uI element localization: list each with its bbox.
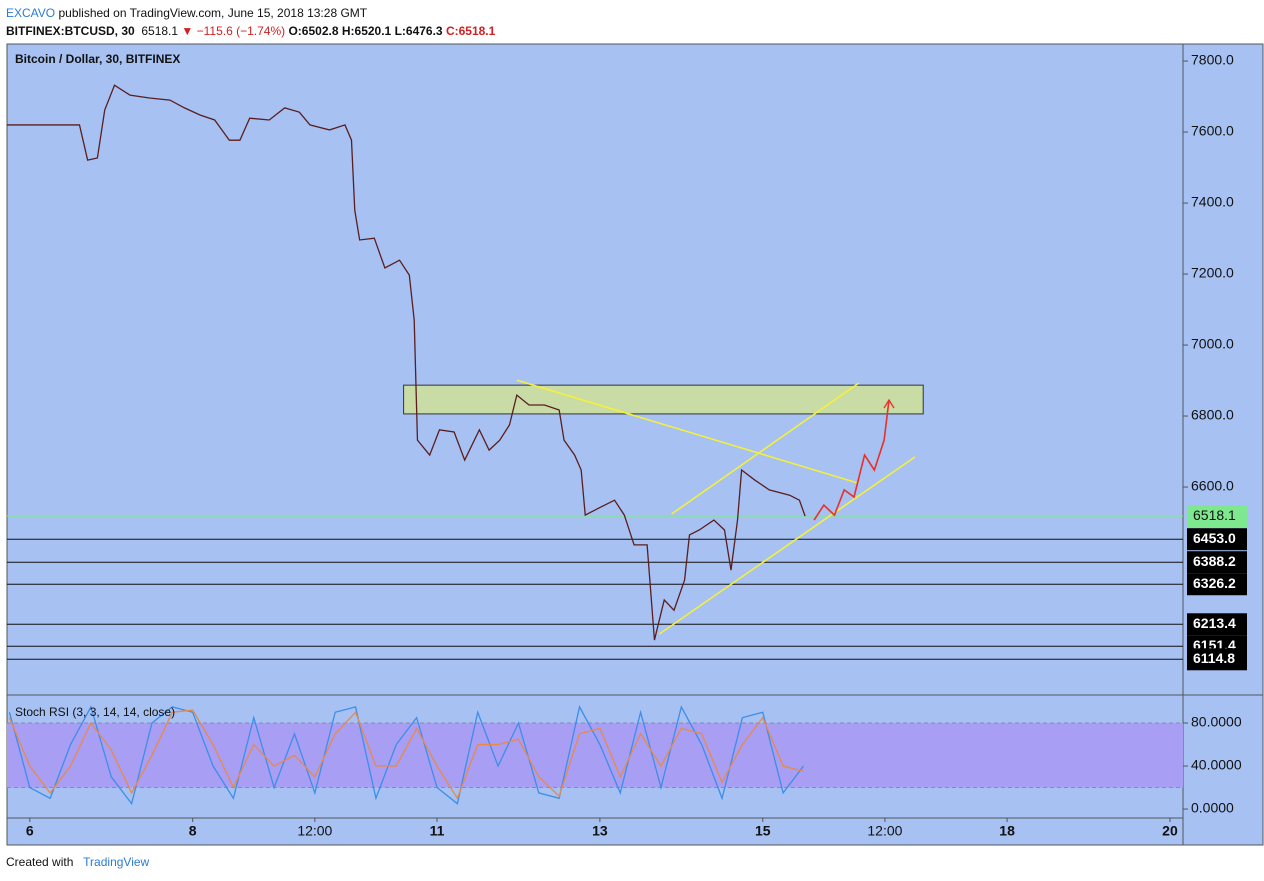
y-tick-label: 40.0000 xyxy=(1191,757,1242,773)
price-line xyxy=(8,709,804,800)
price-line xyxy=(7,84,806,641)
level-tag xyxy=(1187,648,1247,671)
low: L:6476.3 xyxy=(394,24,443,38)
x-tick-label: 12:00 xyxy=(297,823,332,839)
x-tick-label: 11 xyxy=(430,823,445,839)
y-tick-label: 7200.0 xyxy=(1191,265,1234,281)
trendline xyxy=(658,456,916,635)
x-tick-label: 20 xyxy=(1162,823,1178,839)
level-label: 6453.0 xyxy=(1193,530,1236,546)
y-tick-label: 6600.0 xyxy=(1191,478,1234,494)
last-price-label: 6518.1 xyxy=(1193,507,1236,523)
last: 6518.1 xyxy=(141,24,179,38)
level-label: 6388.2 xyxy=(1193,553,1236,569)
y-tick-label: 7800.0 xyxy=(1191,52,1234,68)
frame xyxy=(6,43,1264,846)
x-tick-label: 13 xyxy=(592,823,608,839)
level-tag xyxy=(1187,573,1247,596)
x-tick-label: 12:00 xyxy=(867,823,902,839)
high: H:6520.1 xyxy=(341,24,392,38)
header: EXCAVO published on TradingView.com, Jun… xyxy=(6,4,495,40)
trendline xyxy=(671,382,860,515)
level-label: 6114.8 xyxy=(1193,650,1235,666)
x-tick-label: 6 xyxy=(26,823,34,839)
level-tag xyxy=(1187,551,1247,574)
change: ▼ −115.6 (−1.74%) xyxy=(181,24,286,38)
footer: Created with TradingView xyxy=(6,855,149,869)
y-tick-label: 7400.0 xyxy=(1191,194,1234,210)
pane-title: Stoch RSI (3, 3, 14, 14, close) xyxy=(15,705,175,719)
y-tick-label: 80.0000 xyxy=(1191,714,1242,730)
open: O:6502.8 xyxy=(288,24,339,38)
level-label: 6326.2 xyxy=(1193,575,1236,591)
pane-title: Bitcoin / Dollar, 30, BITFINEX xyxy=(15,52,180,66)
arrow-head xyxy=(883,398,895,409)
level-tag xyxy=(1187,613,1247,636)
symbol: BITFINEX:BTCUSD, 30 xyxy=(6,24,135,38)
chart: 6600.0 6800.0 7000.0 7200.0 7400.0 7600.0 7800… xyxy=(6,43,1264,846)
zone xyxy=(403,384,924,415)
y-tick-label: 6800.0 xyxy=(1191,407,1234,423)
close: C:6518.1 xyxy=(445,24,496,38)
y-tick-label: 0.0000 xyxy=(1191,800,1234,816)
level-tag xyxy=(1187,528,1247,551)
y-tick-label: 7000.0 xyxy=(1191,336,1234,352)
stoch-band xyxy=(7,723,1183,788)
level-label: 6213.4 xyxy=(1193,615,1236,631)
x-tick-label: 8 xyxy=(189,823,197,839)
x-tick-label: 15 xyxy=(755,823,771,839)
published: published on TradingView.com, June 15, 2… xyxy=(58,6,368,20)
background xyxy=(7,44,1263,845)
y-tick-label: 7600.0 xyxy=(1191,123,1234,139)
trendline xyxy=(516,379,859,484)
last-price-tag xyxy=(1187,505,1247,528)
header-line: BITFINEX:BTCUSD, 30 6518.1 ▼ −115.6 (−1.… xyxy=(6,22,495,40)
x-tick-label: 18 xyxy=(999,823,1015,839)
author[interactable]: EXCAVO xyxy=(6,6,56,20)
created: Created with xyxy=(6,855,74,869)
trendline xyxy=(813,399,890,521)
header-line: EXCAVO published on TradingView.com, Jun… xyxy=(6,4,495,22)
brand[interactable]: TradingView xyxy=(83,855,150,869)
